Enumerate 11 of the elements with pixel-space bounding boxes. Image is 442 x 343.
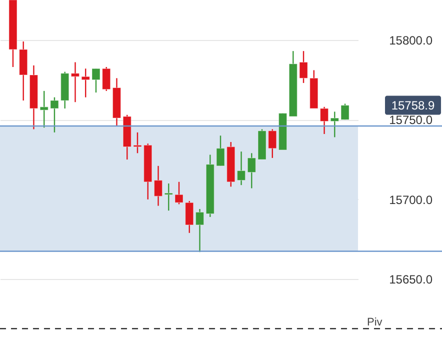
text: 15758.9 [391, 98, 436, 112]
y-tick-label: 15750.0 [389, 113, 433, 128]
y-tick-label: 15650.0 [389, 272, 433, 287]
candlestick [320, 106, 329, 135]
candlestick [70, 62, 80, 103]
candlestick [195, 208, 204, 253]
candlestick [236, 150, 246, 186]
y-tick-label: 15700.0 [389, 192, 433, 207]
ref-line-label: Piv [367, 316, 383, 329]
y-tick-label: 15800.0 [389, 33, 433, 48]
candlestick [154, 165, 163, 206]
